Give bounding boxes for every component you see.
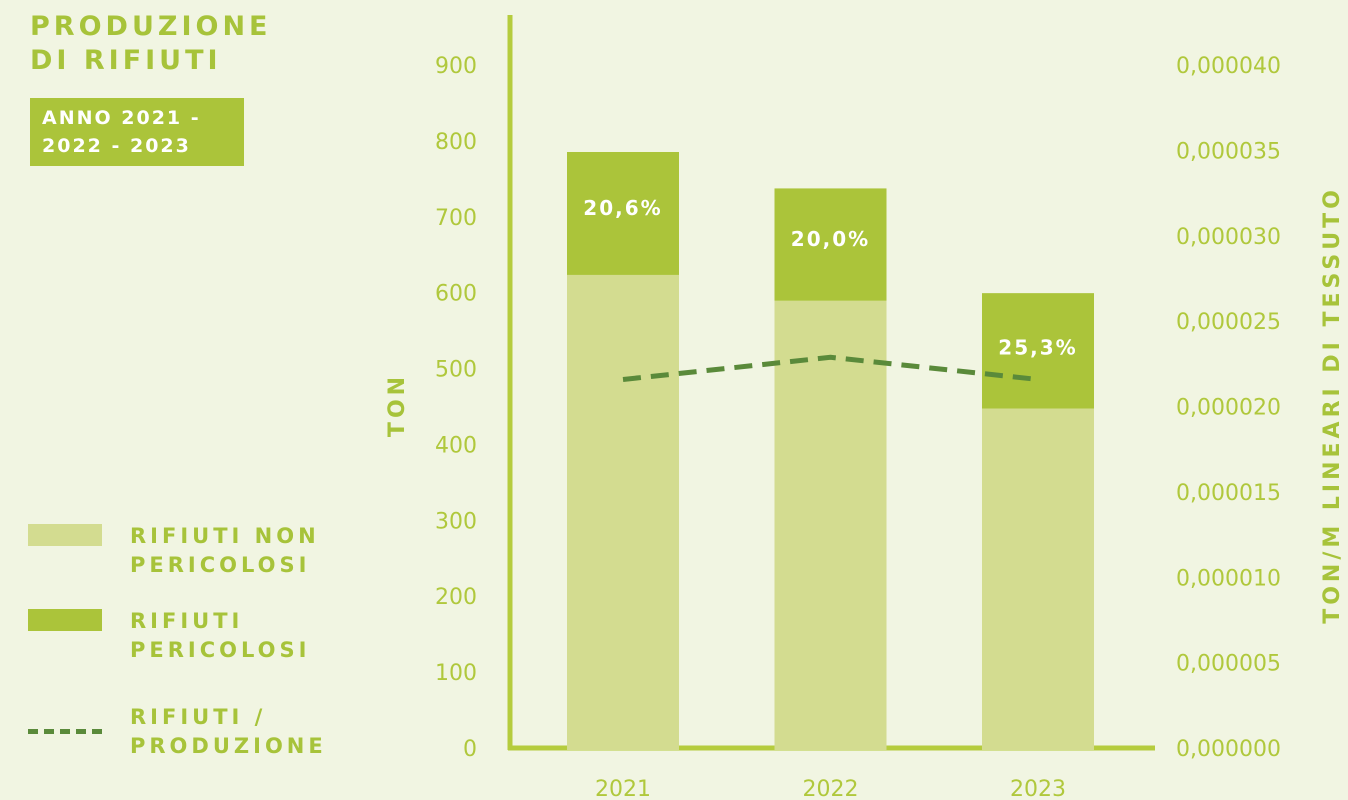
legend-item: RIFIUTI PERICOLOSI: [28, 607, 350, 665]
y-tick-label: 400: [435, 433, 477, 458]
legend-item: RIFIUTI / PRODUZIONE: [28, 703, 350, 761]
legend-label: RIFIUTI NON PERICOLOSI: [130, 524, 320, 577]
y-tick-label: 800: [435, 130, 477, 155]
y-tick-label: 300: [435, 509, 477, 534]
y-tick-label: 700: [435, 206, 477, 231]
x-tick-label: 2023: [1010, 777, 1066, 800]
bar: [982, 408, 1094, 750]
legend-swatch: [28, 729, 102, 734]
bar-percent-label: 20,6%: [583, 196, 662, 220]
y2-tick-label: 0,000030: [1176, 225, 1281, 250]
y2-tick-label: 0,000000: [1176, 737, 1281, 762]
y-tick-label: 600: [435, 282, 477, 307]
bar-percent-label: 25,3%: [998, 335, 1077, 359]
y-tick-label: 900: [435, 54, 477, 79]
x-tick-label: 2021: [595, 777, 651, 800]
y2-tick-label: 0,000025: [1176, 310, 1281, 335]
bar: [982, 293, 1094, 409]
y2-tick-label: 0,000040: [1176, 54, 1281, 79]
y-axis-label: TON: [385, 373, 410, 437]
bar: [567, 151, 679, 275]
y-tick-label: 100: [435, 661, 477, 686]
bar: [774, 300, 887, 750]
legend-label: RIFIUTI / PRODUZIONE: [130, 705, 327, 758]
legend-label: RIFIUTI PERICOLOSI: [130, 609, 311, 662]
y2-tick-label: 0,000010: [1176, 566, 1281, 591]
legend-swatch: [28, 609, 102, 631]
y-tick-label: 500: [435, 358, 477, 383]
y2-tick-label: 0,000005: [1176, 652, 1281, 677]
x-tick-label: 2022: [803, 777, 859, 800]
bar: [567, 274, 679, 750]
line-series: [622, 354, 1039, 382]
y2-tick-label: 0,000015: [1176, 481, 1281, 506]
legend-swatch: [28, 524, 102, 546]
y2-axis-label: TON/M LINEARI DI TESSUTO: [1320, 186, 1345, 624]
legend-item: RIFIUTI NON PERICOLOSI: [28, 522, 350, 580]
chart-subtitle: ANNO 2021 - 2022 - 2023: [30, 98, 244, 166]
y2-tick-label: 0,000020: [1176, 396, 1281, 421]
bar: [774, 188, 887, 301]
y2-tick-label: 0,000035: [1176, 139, 1281, 164]
y-tick-label: 0: [463, 737, 477, 762]
y-tick-label: 200: [435, 585, 477, 610]
chart-title: PRODUZIONE DI RIFIUTI: [30, 11, 272, 76]
bar-percent-label: 20,0%: [791, 227, 870, 251]
